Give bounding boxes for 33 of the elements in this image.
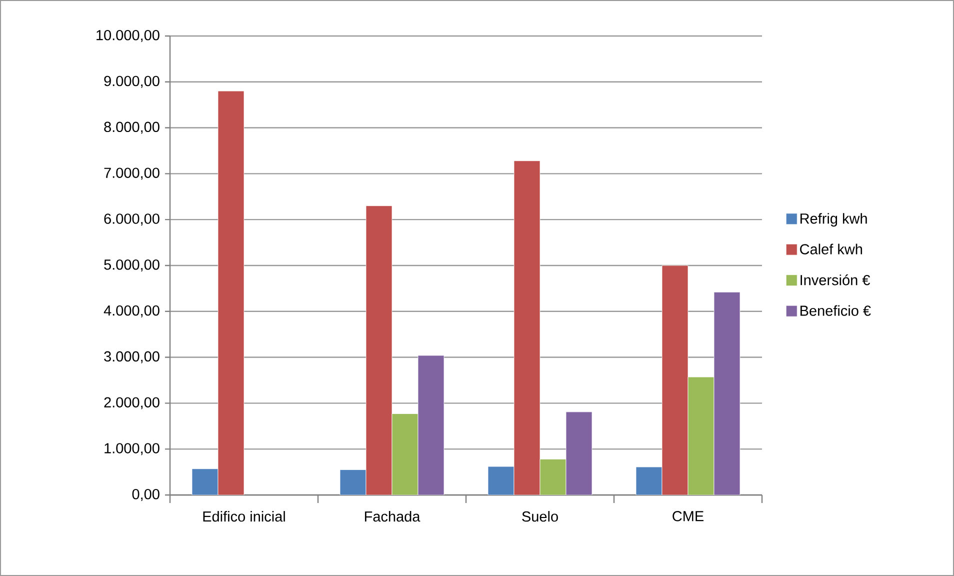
bar [418,355,444,495]
legend-label: Calef kwh [800,244,862,254]
bar [192,468,218,495]
bar [566,412,592,495]
y-tick-label: 9.000,00 [104,76,160,88]
y-tick-label: 10.000,00 [96,30,160,42]
y-tick-label: 7.000,00 [104,168,160,180]
bar [662,265,688,495]
bar [514,160,540,495]
bar [636,466,662,495]
bar [540,458,566,495]
bar [340,470,366,495]
x-tick-label: Fachada [364,511,420,522]
bar [688,376,714,495]
bar [218,90,244,495]
y-tick-label: 2.000,00 [104,397,160,410]
y-tick-label: 8.000,00 [104,122,160,134]
y-tick-label: 4.000,00 [104,305,160,318]
y-tick-label: 6.000,00 [104,214,160,226]
y-tick-label: 1.000,00 [104,443,160,456]
bar [714,292,740,495]
bar [366,206,392,495]
y-tick-label: 3.000,00 [104,351,160,364]
legend-label: Inversión € [800,274,870,286]
legend-label: Refrig kwh [800,213,867,227]
y-tick-label: 0,00 [132,488,160,501]
legend-label: Beneficio € [800,305,871,316]
y-tick-label: 5.000,00 [104,259,160,272]
bar [488,466,514,495]
x-tick-label: Edifico inicial [203,511,285,522]
x-tick-label: Suelo [522,511,558,522]
bar [392,414,418,495]
x-tick-label: CME [672,511,704,522]
